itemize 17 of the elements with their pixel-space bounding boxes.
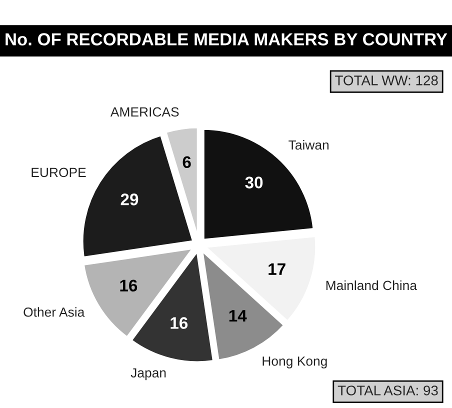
slice-label: Taiwan [288,140,329,150]
data-label: 29 [120,194,138,206]
slice-label: Hong Kong [262,356,327,368]
data-label: 14 [229,310,247,322]
data-label: 30 [245,176,263,188]
slice-label: EUROPE [32,168,86,178]
data-label: 6 [182,156,191,168]
slice-label: Japan [130,368,166,380]
chart-title: No. OF RECORDABLE MEDIA MAKERS BY COUNTRY [6,33,448,46]
data-label: 16 [170,317,188,329]
data-label: 17 [268,263,286,275]
slice-label: AMERICAS [110,107,179,117]
text: TOTAL ASIA: 93 [338,386,438,396]
slice-label: Mainland China [326,280,418,290]
data-label: 16 [120,280,138,292]
text: TOTAL WW: 128 [335,75,438,86]
slice-label: Other Asia [24,307,85,317]
